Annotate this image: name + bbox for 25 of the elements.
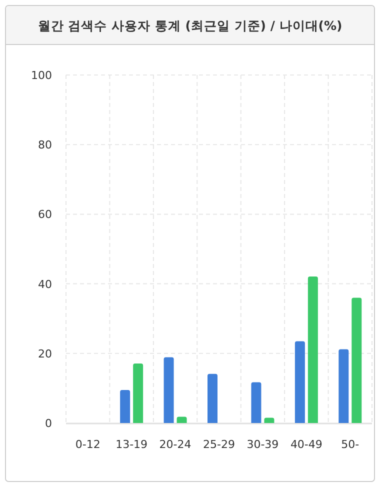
x-tick-label: 25-29 bbox=[203, 438, 235, 451]
bar bbox=[208, 374, 218, 423]
y-tick-label: 80 bbox=[38, 138, 52, 152]
bar bbox=[164, 357, 174, 423]
x-tick-label: 13-19 bbox=[116, 438, 148, 451]
x-tick-label: 0-12 bbox=[75, 438, 100, 451]
bar bbox=[338, 349, 349, 423]
x-tick-label: 50- bbox=[341, 438, 360, 451]
y-tick-label: 40 bbox=[38, 278, 52, 291]
y-tick-label: 0 bbox=[45, 417, 52, 430]
x-tick-label: 20-24 bbox=[159, 438, 192, 451]
bar bbox=[133, 363, 144, 423]
bar bbox=[120, 390, 130, 423]
bar bbox=[176, 416, 187, 423]
bar bbox=[352, 298, 362, 423]
x-tick-label: 40-49 bbox=[290, 438, 322, 451]
bar bbox=[251, 382, 262, 423]
chart-title: 월간 검색수 사용자 통계 (최근일 기준) / 나이대(%) bbox=[38, 18, 342, 33]
y-tick-label: 60 bbox=[38, 208, 52, 222]
y-tick-label: 20 bbox=[38, 347, 52, 360]
x-tick-label: 30-39 bbox=[246, 438, 279, 451]
bar bbox=[264, 418, 274, 423]
bar bbox=[294, 341, 305, 423]
bar bbox=[308, 276, 318, 423]
y-tick-label: 100 bbox=[31, 69, 52, 82]
